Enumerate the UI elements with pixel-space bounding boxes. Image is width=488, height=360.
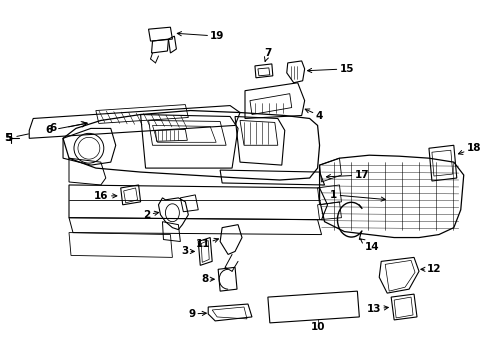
Text: 6: 6 <box>46 122 87 135</box>
Text: 9: 9 <box>188 309 206 319</box>
Text: 3: 3 <box>181 247 194 256</box>
Text: 18: 18 <box>457 143 480 154</box>
Text: 19: 19 <box>177 31 224 41</box>
Text: 2: 2 <box>143 210 158 220</box>
Text: 12: 12 <box>420 264 441 274</box>
Text: 14: 14 <box>360 239 378 252</box>
Text: 1: 1 <box>329 190 385 201</box>
Text: 8: 8 <box>201 274 214 284</box>
Text: 13: 13 <box>366 304 387 314</box>
Text: 17: 17 <box>326 170 368 180</box>
Text: 6: 6 <box>49 123 57 134</box>
Text: 11: 11 <box>195 238 218 249</box>
Text: 7: 7 <box>264 48 271 61</box>
Text: 5: 5 <box>5 133 12 143</box>
Text: 15: 15 <box>307 64 353 74</box>
Text: 10: 10 <box>310 322 324 332</box>
Text: 5: 5 <box>4 133 28 143</box>
Text: 16: 16 <box>94 191 117 201</box>
Text: 4: 4 <box>305 109 322 121</box>
